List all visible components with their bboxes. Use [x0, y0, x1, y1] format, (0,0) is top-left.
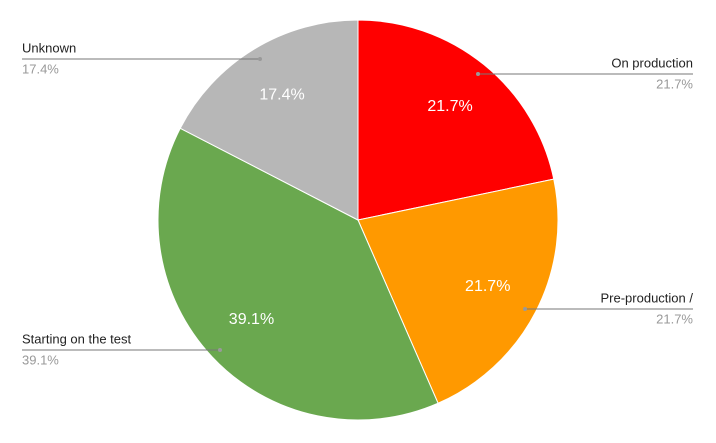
- callout-dot: [523, 307, 527, 311]
- callout-value: 21.7%: [656, 76, 693, 91]
- callout-name: Unknown: [22, 40, 76, 55]
- callout-value: 21.7%: [656, 311, 693, 326]
- callout-dot: [258, 57, 262, 61]
- callout-dot: [218, 348, 222, 352]
- pie-slice: [157, 127, 439, 421]
- callout-name: Pre-production /: [601, 290, 694, 305]
- pie-slice: [179, 19, 359, 221]
- slice-label: 17.4%: [259, 87, 304, 104]
- pie-slice: [357, 19, 555, 221]
- callout-value: 39.1%: [22, 352, 59, 367]
- callout-name: Starting on the test: [22, 331, 132, 346]
- slice-label: 39.1%: [229, 311, 274, 328]
- slice-label: 21.7%: [427, 98, 472, 115]
- slice-label: 21.7%: [465, 278, 510, 295]
- pie-slice: [357, 178, 559, 404]
- callout-dot: [476, 72, 480, 76]
- callout-name: On production: [611, 55, 693, 70]
- callout-value: 17.4%: [22, 61, 59, 76]
